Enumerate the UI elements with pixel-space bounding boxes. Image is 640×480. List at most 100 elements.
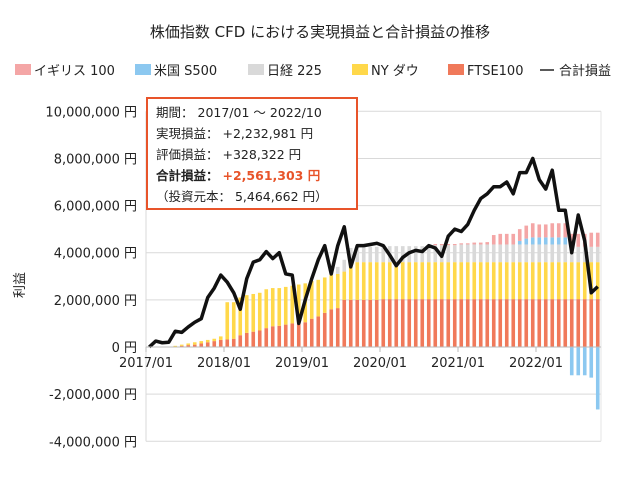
bar-segment: [465, 244, 470, 263]
bar-segment: [491, 262, 496, 300]
bar-segment: [205, 342, 210, 347]
bar-segment: [595, 262, 600, 300]
bar-segment: [550, 299, 555, 347]
legend-item: イギリス 100: [15, 64, 115, 79]
bar-segment: [485, 299, 490, 347]
bar-segment: [342, 259, 347, 272]
bar-segment: [225, 302, 230, 340]
bar-segment: [524, 238, 529, 245]
bar-segment: [524, 262, 529, 300]
y-tick-label: 6,000,000 円: [54, 200, 137, 215]
bar-segment: [472, 262, 477, 300]
realized-row: 実現損益： +2,232,981 円: [156, 123, 348, 144]
realized-value: +2,232,981 円: [222, 126, 314, 141]
total-value: +2,561,303 円: [222, 168, 321, 183]
legend-label: 日経 225: [267, 64, 322, 79]
bar-segment: [374, 299, 379, 347]
bar-segment: [563, 237, 568, 245]
bar-segment: [342, 299, 347, 347]
bar-segment: [530, 244, 535, 263]
principal-row: （投資元本： 5,464,662 円）: [156, 189, 328, 204]
bar-segment: [543, 262, 548, 300]
bar-segment: [517, 244, 522, 263]
bar-segment: [569, 233, 574, 247]
bar-segment: [504, 299, 509, 347]
bar-segment: [251, 293, 256, 332]
axes: -4,000,000 円 -2,000,000 円 0 円 2,000,000 円 4,…: [45, 105, 601, 450]
total-line: [148, 156, 599, 349]
bar-segment: [465, 299, 470, 347]
bar-segment: [582, 262, 587, 300]
bar-segment: [530, 223, 535, 238]
legend-swatch: [135, 64, 151, 75]
bar-segment: [550, 262, 555, 300]
bar-segment: [270, 326, 275, 347]
bar-segment: [537, 224, 542, 238]
legend-swatch: [248, 64, 264, 75]
bar-segment: [472, 244, 477, 263]
bar-segment: [498, 299, 503, 347]
bar-segment: [511, 262, 516, 300]
bar-segment: [277, 325, 282, 347]
bar-segment: [231, 338, 236, 347]
bar-segment: [231, 302, 236, 339]
bar-segment: [498, 244, 503, 263]
bar-segment: [556, 299, 561, 347]
bar-segment: [251, 331, 256, 347]
bar-segment: [472, 299, 477, 347]
bar-segment: [368, 246, 373, 263]
bar-segment: [179, 345, 184, 347]
bar-segment: [368, 262, 373, 300]
bar-segment: [543, 237, 548, 245]
legend-label: NY ダウ: [371, 64, 419, 79]
bar-segment: [199, 343, 204, 347]
bar-segment: [446, 243, 451, 246]
bar-segment: [381, 299, 386, 347]
bar-segment: [420, 262, 425, 300]
bar-segment: [524, 225, 529, 239]
summary-box: 期間： 2017/01 ～ 2022/10 実現損益： +2,232,981 円…: [146, 97, 358, 210]
bar-segment: [589, 246, 594, 263]
bar-segment: [452, 262, 457, 300]
bar-segment: [433, 243, 438, 246]
bar-segment: [517, 229, 522, 241]
bar-segment: [238, 297, 243, 336]
bar-segment: [517, 262, 522, 300]
y-tick-label: -2,000,000 円: [49, 388, 137, 403]
bar-segment: [595, 299, 600, 347]
bar-segment: [433, 262, 438, 300]
bar-segment: [452, 243, 457, 246]
bar-segment: [576, 262, 581, 300]
bar-segment: [374, 246, 379, 263]
x-tick-label: 2022/01: [509, 356, 563, 371]
bar-segment: [459, 243, 464, 245]
bar-segment: [459, 299, 464, 347]
bar-segment: [491, 235, 496, 245]
bar-segment: [244, 332, 249, 347]
bar-segment: [309, 281, 314, 319]
bar-segment: [335, 266, 340, 274]
bar-segment: [498, 262, 503, 300]
bar-segment: [270, 288, 275, 327]
y-tick-label: 0 円: [112, 341, 137, 356]
bar-segment: [309, 318, 314, 347]
bar-segment: [446, 245, 451, 263]
bar-segment: [205, 339, 210, 343]
bar-segment: [543, 244, 548, 263]
bar-segment: [413, 299, 418, 347]
bar-segment: [400, 246, 405, 263]
bar-segment: [530, 237, 535, 245]
bar-segment: [582, 347, 587, 376]
bar-segment: [556, 223, 561, 238]
bar-segment: [387, 262, 392, 300]
bar-segment: [498, 233, 503, 245]
bar-segment: [179, 344, 184, 346]
bar-segment: [394, 246, 399, 263]
bar-segment: [433, 299, 438, 347]
bar-segment: [550, 237, 555, 245]
bar-segment: [407, 299, 412, 347]
bar-segment: [478, 242, 483, 245]
period-label: 期間：: [156, 105, 194, 120]
bar-segment: [465, 262, 470, 300]
bar-segment: [537, 299, 542, 347]
